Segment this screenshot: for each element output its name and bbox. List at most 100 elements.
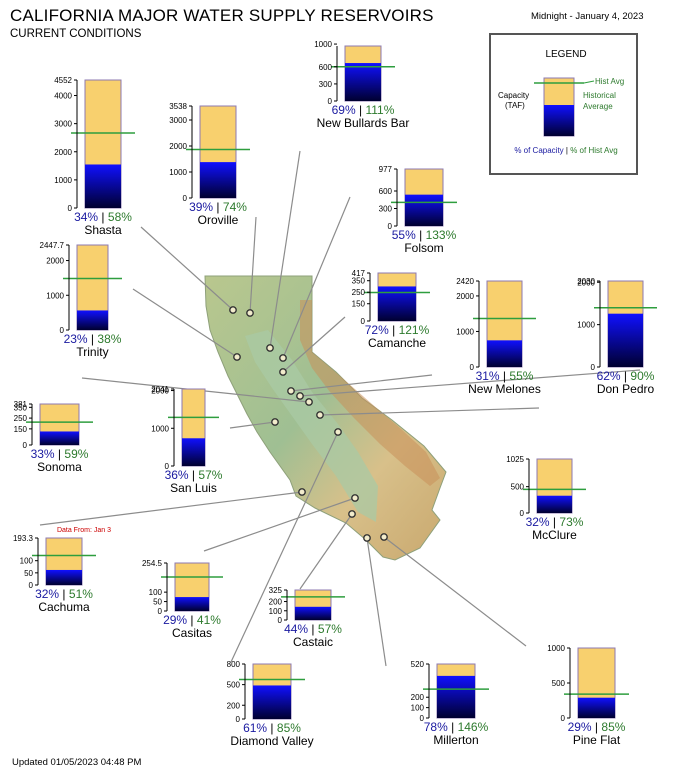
reservoir-name-san-luis: San Luis [170, 481, 217, 495]
marker-millerton [363, 534, 371, 542]
leader-line-diamond-valley [230, 431, 339, 663]
reservoir-name-castaic: Castaic [293, 635, 333, 649]
legend-capacity-unit: (TAF) [505, 101, 525, 110]
capacity-label-shasta: 4552 [54, 76, 72, 85]
tick-label-folsom: 600 [379, 187, 393, 196]
reservoir-name-camanche: Camanche [368, 336, 426, 350]
tick-label-folsom: 300 [379, 204, 393, 213]
chart-oroville: 0 1000 2000 3000 3538 39% | 74%Oroville [169, 102, 250, 227]
storage-bar-new-bullards-bar [345, 63, 381, 101]
marker-oroville [246, 309, 254, 317]
reservoir-name-new-melones: New Melones [468, 382, 541, 396]
pct-capacity-shasta: 34% [74, 210, 98, 224]
pct-capacity-diamond-valley: 61% [243, 721, 267, 735]
chart-trinity: 0 1000 2000 2447.7 23% | 38%Trinity [40, 241, 122, 359]
storage-bar-oroville [200, 162, 236, 198]
pct-label-folsom: 55% | 133% [392, 228, 457, 242]
storage-bar-new-melones [487, 340, 522, 367]
reservoir-name-pine-flat: Pine Flat [573, 733, 621, 747]
pct-capacity-camanche: 72% [365, 323, 389, 337]
tick-label-millerton: 200 [411, 693, 425, 702]
pct-label-cachuma: 32% | 51% [35, 587, 93, 601]
capacity-label-new-melones: 2420 [456, 277, 474, 286]
leader-line-trinity [132, 288, 238, 358]
tick-label-new-bullards-bar: 600 [319, 63, 333, 72]
capacity-label-camanche: 417 [352, 269, 366, 278]
pct-capacity-new-melones: 31% [476, 369, 500, 383]
tick-label-shasta: 0 [68, 204, 73, 213]
legend-storage-bar [544, 105, 574, 136]
tick-label-folsom: 0 [388, 222, 393, 231]
legend-graphic: LEGEND Hist Avg Capacity(TAF) Historical Ave… [498, 49, 624, 155]
tick-label-sonoma: 150 [14, 425, 28, 434]
pct-capacity-oroville: 39% [189, 200, 213, 214]
leader-line-new-bullards-bar [269, 150, 301, 349]
capacity-label-pine-flat: 1000 [547, 644, 565, 653]
capacity-label-oroville: 3538 [169, 102, 187, 111]
pct-capacity-mcclure: 32% [526, 515, 550, 529]
leader-line-folsom [282, 196, 351, 359]
marker-camanche [279, 368, 287, 376]
storage-bar-castaic [295, 606, 331, 620]
pct-capacity-sonoma: 33% [31, 447, 55, 461]
legend-hist-avg: Hist Avg [595, 77, 624, 86]
storage-bar-shasta [85, 164, 121, 208]
tick-label-trinity: 2000 [46, 257, 64, 266]
storage-bar-sonoma [40, 431, 79, 445]
pct-separator: | [59, 587, 69, 601]
marker-shasta [229, 306, 237, 314]
pct-hist-casitas: 41% [197, 613, 221, 627]
tick-label-casitas: 0 [158, 607, 163, 616]
updated-timestamp: Updated 01/05/2023 04:48 PM [12, 757, 142, 768]
leader-line-don-pedro [299, 369, 641, 397]
tick-label-shasta: 3000 [54, 120, 72, 129]
pct-capacity-folsom: 55% [392, 228, 416, 242]
tick-label-don-pedro: 0 [591, 363, 596, 372]
pct-hist-san-luis: 57% [198, 468, 222, 482]
pct-label-pine-flat: 29% | 85% [568, 720, 626, 734]
pct-separator: | [500, 369, 510, 383]
capacity-label-diamond-valley: 800 [227, 660, 241, 669]
tick-label-sonoma: 350 [14, 403, 28, 412]
tick-label-oroville: 3000 [169, 116, 187, 125]
tick-label-oroville: 2000 [169, 142, 187, 151]
tick-label-camanche: 350 [352, 277, 366, 286]
chart-folsom: 0 300 600 977 55% | 133%Folsom [379, 165, 457, 255]
legend-title: LEGEND [545, 49, 586, 60]
tick-label-cachuma: 0 [29, 581, 34, 590]
storage-bar-mcclure [537, 495, 572, 513]
pct-capacity-pine-flat: 29% [568, 720, 592, 734]
capacity-label-folsom: 977 [379, 165, 393, 174]
reservoir-name-folsom: Folsom [404, 241, 443, 255]
leader-line-millerton [366, 537, 387, 667]
pct-label-new-bullards-bar: 69% | 111% [332, 103, 395, 117]
pct-separator: | [621, 369, 631, 383]
storage-bar-san-luis [182, 438, 205, 466]
pct-separator: | [389, 323, 399, 337]
pct-label-oroville: 39% | 74% [189, 200, 247, 214]
pct-label-castaic: 44% | 57% [284, 622, 342, 636]
reservoir-markers [229, 306, 388, 542]
chart-shasta: 0 1000 2000 3000 4000 4552 34% | 58%Shasta [54, 76, 135, 237]
tick-label-san-luis: 0 [165, 462, 170, 471]
pct-hist-folsom: 133% [426, 228, 457, 242]
storage-bar-cachuma [46, 569, 82, 585]
pct-separator: | [189, 468, 199, 482]
tick-label-new-melones: 1000 [456, 327, 474, 336]
chart-cachuma: 0 50 100 193.3 32% | 51%Cachuma Data From: Ja… [13, 527, 111, 614]
tick-label-diamond-valley: 0 [236, 715, 241, 724]
leader-line-san-luis [229, 421, 276, 429]
tick-label-sonoma: 0 [23, 441, 28, 450]
leader-line-mcclure [319, 407, 540, 416]
tick-label-new-bullards-bar: 0 [328, 97, 333, 106]
marker-diamond-valley [334, 428, 342, 436]
pct-label-diamond-valley: 61% | 85% [243, 721, 301, 735]
pct-capacity-casitas: 29% [163, 613, 187, 627]
legend-pct-capacity: % of Capacity [514, 146, 563, 155]
tick-label-millerton: 100 [411, 704, 425, 713]
pct-separator: | [187, 613, 197, 627]
pct-label-san-luis: 36% | 57% [165, 468, 223, 482]
